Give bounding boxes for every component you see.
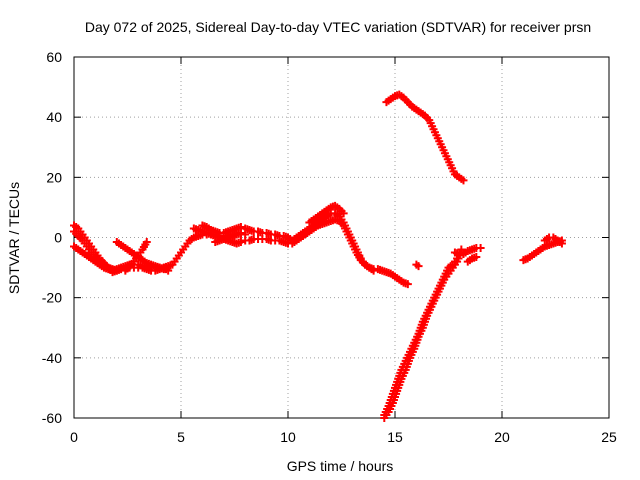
y-tick-label: 20 — [46, 169, 62, 185]
grid-lines — [74, 57, 609, 418]
data-points — [70, 90, 566, 422]
y-tick-label: 0 — [54, 230, 62, 246]
data-point — [414, 262, 423, 271]
x-tick-label: 0 — [70, 429, 78, 445]
data-point — [476, 244, 485, 253]
data-point — [339, 209, 348, 218]
chart-title: Day 072 of 2025, Sidereal Day-to-day VTE… — [85, 19, 591, 35]
y-axis-label: SDTVAR / TECUs — [6, 182, 22, 294]
data-point — [112, 266, 121, 275]
y-tick-label: 60 — [46, 49, 62, 65]
x-tick-label: 20 — [494, 429, 510, 445]
axis-ticks: 0 5 10 15 20 25 -60 -40 -20 0 20 40 60 — [42, 49, 617, 445]
data-point — [557, 239, 566, 248]
data-point — [142, 238, 151, 247]
y-tick-label: 40 — [46, 109, 62, 125]
data-point — [236, 222, 245, 231]
y-tick-label: -60 — [42, 410, 62, 426]
y-tick-label: -20 — [42, 290, 62, 306]
x-tick-label: 5 — [177, 429, 185, 445]
x-tick-label: 10 — [280, 429, 296, 445]
x-tick-label: 25 — [601, 429, 617, 445]
data-point — [159, 265, 168, 274]
x-tick-label: 15 — [387, 429, 403, 445]
data-point — [164, 266, 173, 275]
y-tick-label: -40 — [42, 350, 62, 366]
x-axis-label: GPS time / hours — [287, 458, 394, 474]
data-point — [459, 176, 468, 185]
data-point — [236, 238, 245, 247]
data-point — [403, 280, 412, 289]
data-point — [369, 266, 378, 275]
data-point — [472, 253, 481, 262]
